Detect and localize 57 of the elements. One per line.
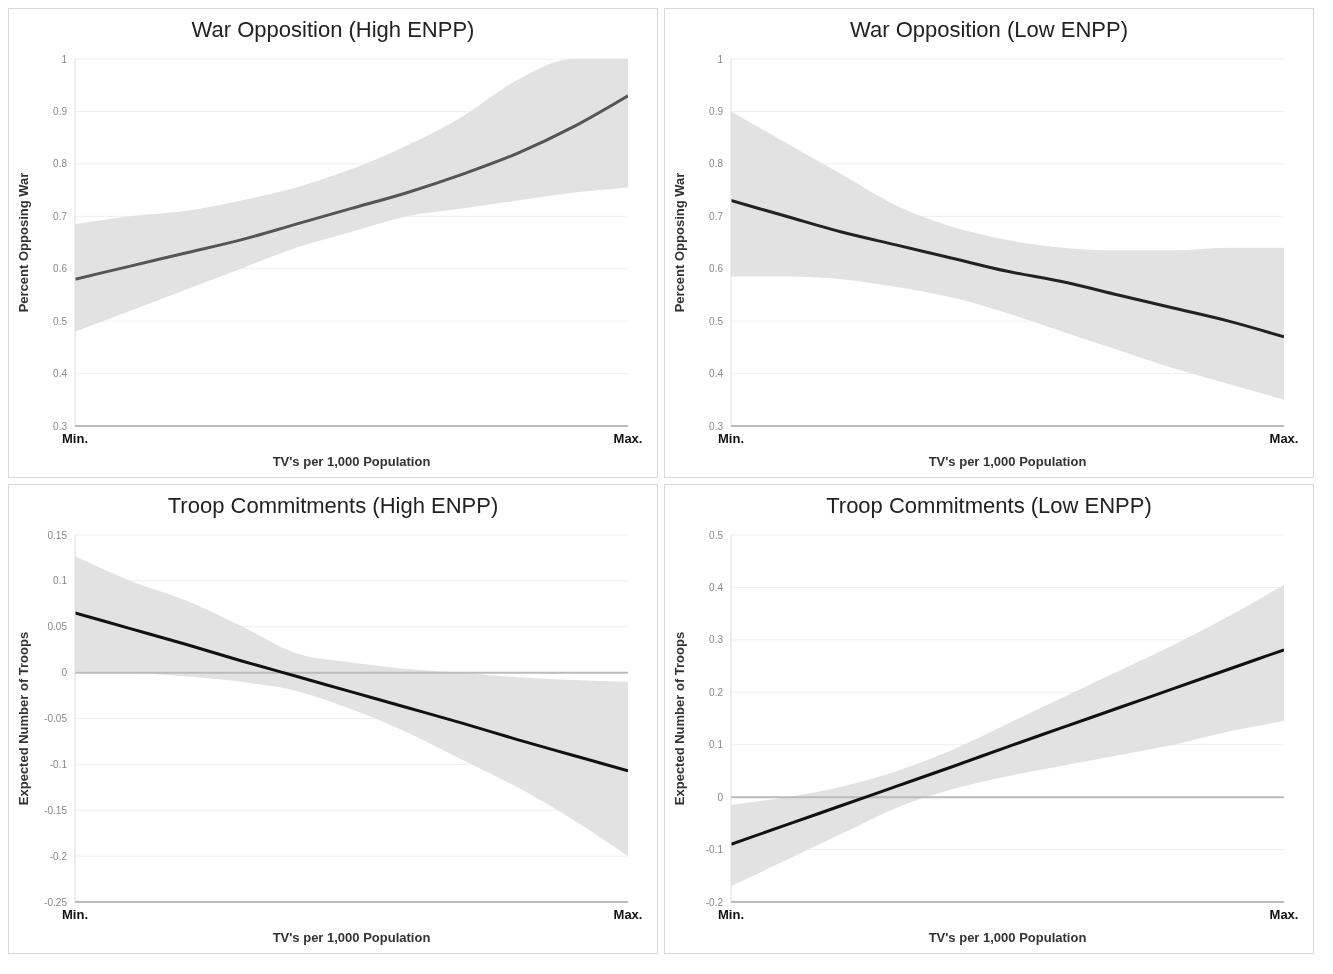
x-tick-label: Max. — [1269, 431, 1299, 447]
y-tick-label: 0.7 — [53, 210, 68, 222]
y-axis-title: Expected Number of Troops — [671, 631, 687, 806]
y-tick-label: 0.3 — [709, 420, 724, 432]
y-tick-label: -0.05 — [44, 713, 68, 725]
line-series — [75, 611, 628, 773]
x-axis-title: TV's per 1,000 Population — [272, 930, 431, 945]
y-tick-label: 0.9 — [53, 105, 68, 117]
x-tick-label: Min. — [62, 431, 88, 447]
y-tick-label: 0.2 — [709, 686, 724, 698]
y-tick-label: 0 — [717, 791, 724, 803]
chart-title: War Opposition (Low ENPP) — [849, 16, 1129, 44]
x-tick-label: Min. — [62, 907, 88, 923]
x-axis-title: TV's per 1,000 Population — [928, 930, 1087, 945]
y-tick-label: 0.5 — [709, 529, 724, 541]
x-tick-label: Min. — [718, 907, 744, 923]
y-tick-label: 0.6 — [53, 263, 68, 275]
x-axis-title: TV's per 1,000 Population — [272, 454, 431, 469]
y-tick-label: 0.4 — [709, 368, 724, 380]
x-tick-label: Max. — [613, 907, 643, 923]
y-tick-label: 0.1 — [709, 739, 724, 751]
y-tick-label: -0.2 — [705, 896, 724, 908]
chart-title: Troop Commitments (High ENPP) — [166, 492, 500, 520]
y-axis-title: Percent Opposing War — [15, 172, 31, 313]
y-tick-label: 0.3 — [53, 420, 68, 432]
y-tick-label: -0.15 — [44, 804, 68, 816]
y-tick-label: 0.3 — [709, 634, 724, 646]
chart-title: War Opposition (High ENPP) — [190, 16, 476, 44]
y-tick-label: 0.9 — [709, 105, 724, 117]
y-tick-label: 0.4 — [709, 581, 724, 593]
line-series — [75, 94, 628, 281]
y-axis-title: Expected Number of Troops — [15, 631, 31, 806]
y-tick-label: 1 — [717, 53, 724, 65]
chart-title: Troop Commitments (Low ENPP) — [825, 492, 1153, 520]
y-tick-label: -0.1 — [705, 844, 724, 856]
y-tick-label: 0.1 — [53, 575, 68, 587]
y-tick-label: 1 — [61, 53, 68, 65]
y-tick-label: 0.6 — [709, 263, 724, 275]
x-tick-label: Max. — [1269, 907, 1299, 923]
x-tick-label: Max. — [613, 431, 643, 447]
y-tick-label: 0.05 — [47, 621, 68, 633]
y-tick-label: 0.4 — [53, 368, 68, 380]
x-tick-label: Min. — [718, 431, 744, 447]
y-tick-label: 0.8 — [53, 158, 68, 170]
y-axis-title: Percent Opposing War — [671, 172, 687, 313]
y-tick-label: 0.8 — [709, 158, 724, 170]
y-tick-label: 0 — [61, 667, 68, 679]
y-tick-label: -0.25 — [44, 896, 68, 908]
x-axis-title: TV's per 1,000 Population — [928, 454, 1087, 469]
line-series — [731, 648, 1284, 846]
y-tick-label: 0.15 — [47, 529, 68, 541]
y-tick-label: 0.5 — [709, 315, 724, 327]
y-tick-label: -0.1 — [49, 758, 68, 770]
line-series — [731, 199, 1284, 339]
y-tick-label: 0.7 — [709, 210, 724, 222]
y-tick-label: 0.5 — [53, 315, 68, 327]
y-tick-label: -0.2 — [49, 850, 68, 862]
